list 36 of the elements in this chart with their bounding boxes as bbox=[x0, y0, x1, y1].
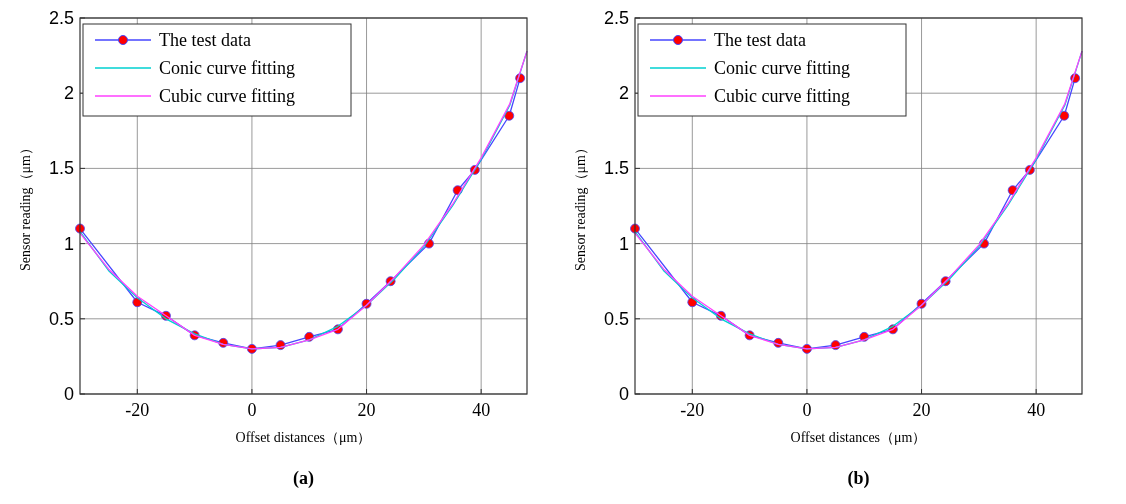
legend-label: Conic curve fitting bbox=[159, 58, 295, 78]
y-tick-label: 1.5 bbox=[48, 158, 74, 179]
y-tick-label: 2 bbox=[63, 83, 74, 104]
legend-label: Cubic curve fitting bbox=[714, 86, 850, 106]
text: (a) bbox=[293, 468, 314, 489]
x-axis-title: Offset distances（μm） bbox=[235, 430, 372, 445]
y-tick-label: 0 bbox=[618, 384, 629, 404]
y-axis-title: Sensor reading（μm） bbox=[18, 141, 33, 271]
x-tick-label: -20 bbox=[125, 400, 150, 420]
x-tick-label: -20 bbox=[680, 400, 705, 420]
y-tick-label: 0 bbox=[63, 384, 74, 404]
x-tick-label: 0 bbox=[802, 400, 812, 420]
legend-label: The test data bbox=[159, 30, 251, 50]
legend-label: Cubic curve fitting bbox=[159, 86, 295, 106]
x-tick-label: 40 bbox=[472, 400, 491, 420]
point bbox=[504, 110, 515, 121]
y-tick-label: 0.5 bbox=[48, 308, 74, 329]
legend-label: Conic curve fitting bbox=[714, 58, 850, 78]
y-tick-label: 1 bbox=[63, 233, 74, 254]
point bbox=[132, 297, 143, 308]
y-tick-label: 1 bbox=[618, 233, 629, 254]
x-tick-label: 20 bbox=[357, 400, 376, 420]
x-tick-label: 0 bbox=[247, 400, 257, 420]
x-tick-label: 20 bbox=[912, 400, 931, 420]
y-tick-label: 2.5 bbox=[603, 8, 629, 28]
text: (b) bbox=[847, 468, 870, 489]
y-axis-title: Sensor reading（μm） bbox=[573, 141, 588, 271]
y-tick-label: 2.5 bbox=[48, 8, 74, 28]
point bbox=[687, 297, 698, 308]
y-tick-label: 0.5 bbox=[603, 308, 629, 329]
point bbox=[1059, 110, 1070, 121]
y-tick-label: 1.5 bbox=[603, 158, 629, 179]
x-tick-label: 40 bbox=[1027, 400, 1046, 420]
y-tick-label: 2 bbox=[618, 83, 629, 104]
legend-label: The test data bbox=[714, 30, 806, 50]
x-axis-title: Offset distances（μm） bbox=[790, 430, 927, 445]
